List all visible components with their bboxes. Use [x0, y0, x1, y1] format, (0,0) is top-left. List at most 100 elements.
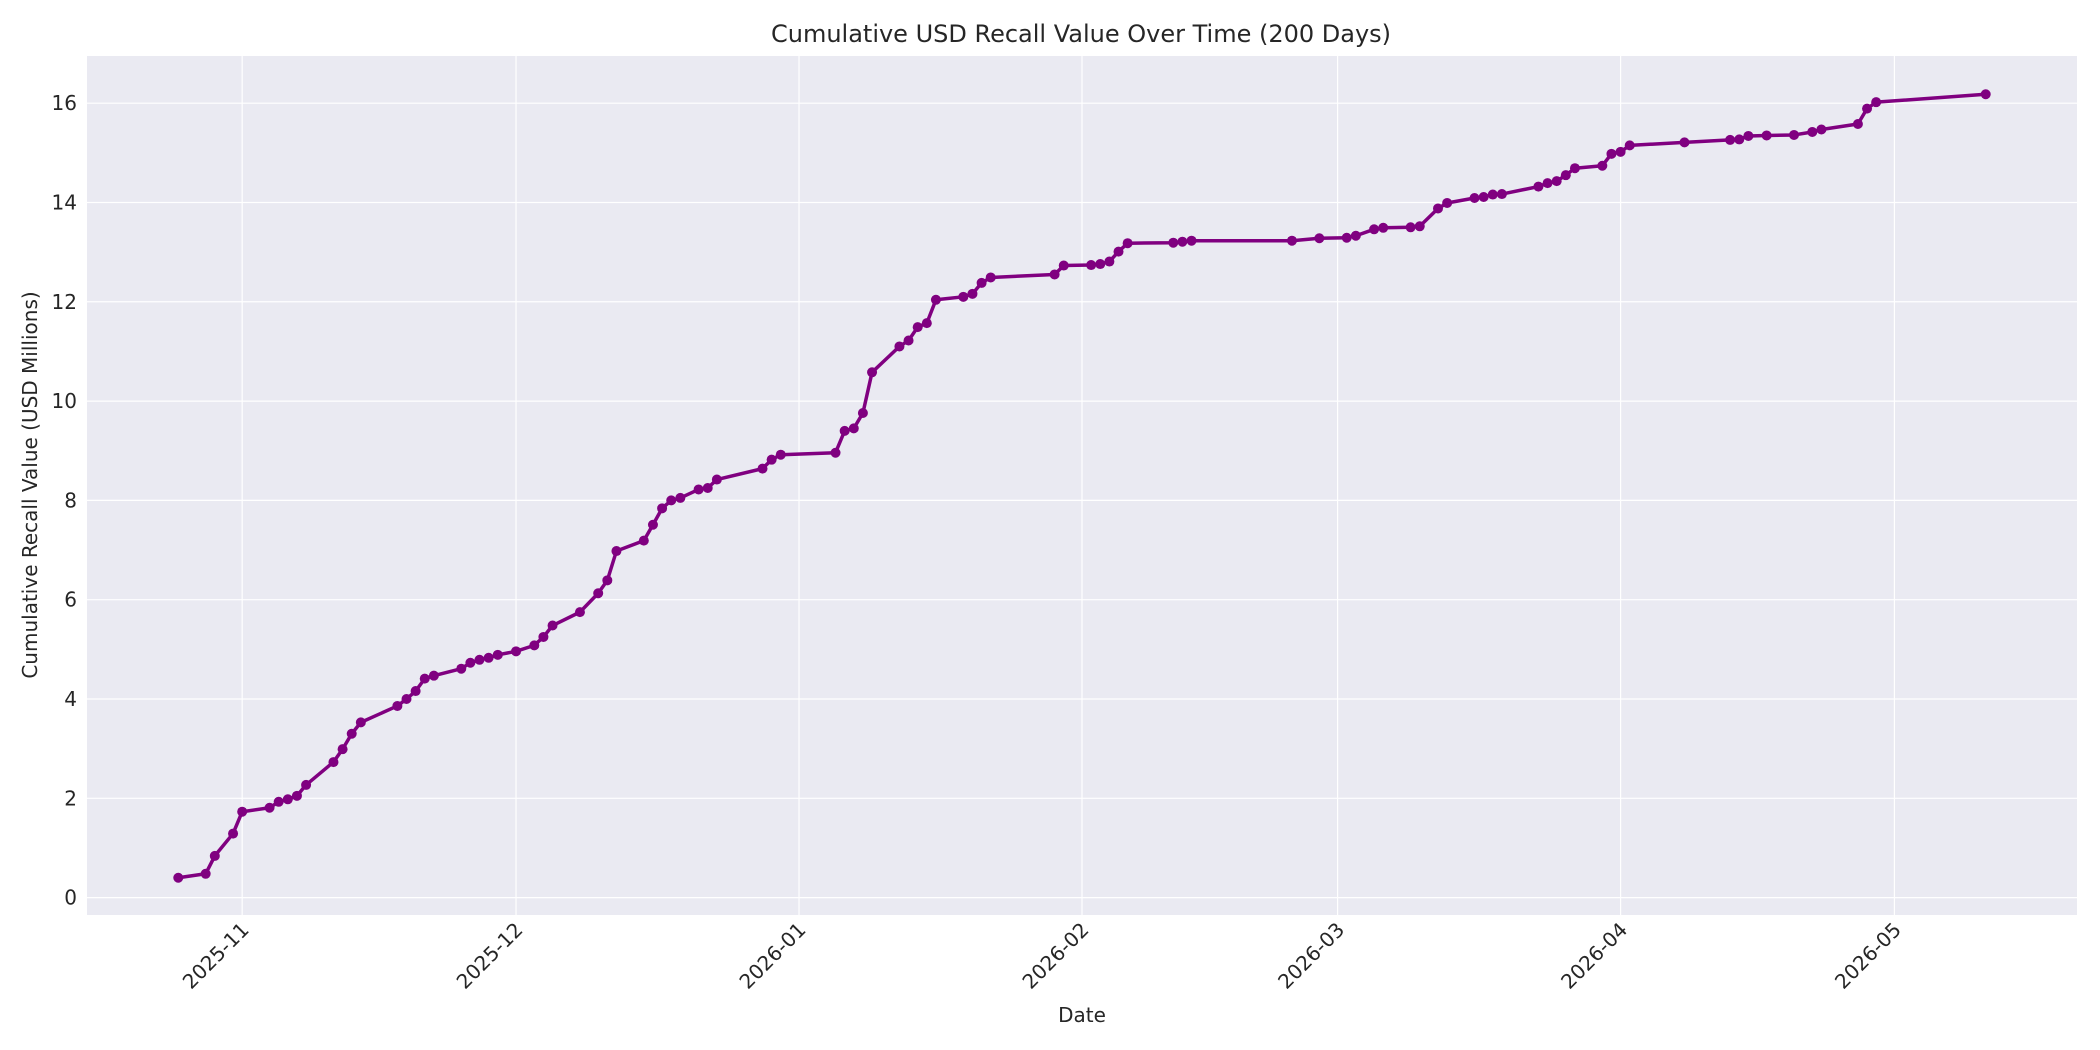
data-point: [1761, 130, 1772, 141]
x-axis-label: Date: [1058, 1003, 1106, 1027]
data-point: [1542, 178, 1553, 189]
y-tick-label: 0: [64, 886, 77, 910]
data-point: [328, 757, 339, 768]
data-point: [209, 850, 220, 861]
data-point: [775, 449, 786, 460]
data-point: [894, 341, 905, 352]
data-point: [173, 872, 184, 883]
data-point: [1852, 119, 1863, 130]
data-point: [1095, 259, 1106, 270]
data-point: [301, 779, 312, 790]
data-point: [1442, 197, 1453, 208]
y-tick-label: 14: [52, 190, 77, 214]
data-point: [839, 425, 850, 436]
data-point: [593, 588, 604, 599]
y-tick-label: 10: [52, 389, 77, 413]
y-tick-label: 2: [64, 786, 77, 810]
data-point: [529, 640, 540, 651]
data-point: [1734, 134, 1745, 145]
data-point: [1487, 189, 1498, 200]
data-point: [1433, 203, 1444, 214]
data-point: [1606, 148, 1617, 159]
data-point: [547, 620, 558, 631]
data-point: [1341, 232, 1352, 243]
data-point: [757, 463, 768, 474]
data-point: [1350, 230, 1361, 241]
data-point: [1816, 124, 1827, 135]
data-point: [1496, 189, 1507, 200]
data-point: [1743, 130, 1754, 141]
data-point: [1113, 246, 1124, 257]
y-axis-ticks: 0 2 4 6 8 10 12 14 16: [52, 91, 77, 909]
data-point: [638, 535, 649, 546]
data-point: [1980, 89, 1991, 100]
data-point: [538, 631, 549, 642]
data-point: [766, 454, 777, 465]
data-point: [1058, 260, 1069, 271]
data-point: [456, 663, 467, 674]
data-point: [976, 277, 987, 288]
data-point: [666, 495, 677, 506]
data-point: [1789, 129, 1800, 140]
data-point: [401, 694, 412, 705]
data-point: [200, 868, 211, 879]
data-point: [474, 654, 485, 665]
data-point: [1615, 146, 1626, 157]
data-point: [1177, 236, 1188, 247]
data-point: [1807, 126, 1818, 137]
y-tick-label: 4: [64, 687, 77, 711]
data-point: [1862, 103, 1873, 114]
data-point: [492, 649, 503, 660]
data-point: [1168, 237, 1179, 248]
data-point: [1122, 238, 1133, 249]
y-tick-label: 6: [64, 588, 77, 612]
data-point: [657, 503, 668, 514]
data-point: [1597, 160, 1608, 171]
data-point: [675, 492, 686, 503]
data-point: [355, 717, 366, 728]
data-point: [1725, 134, 1736, 145]
data-point: [228, 828, 239, 839]
data-point: [848, 423, 859, 434]
data-point: [483, 652, 494, 663]
data-point: [1086, 260, 1097, 271]
data-point: [958, 291, 969, 302]
data-point: [867, 367, 878, 378]
data-point: [1533, 181, 1544, 192]
data-point: [346, 728, 357, 739]
data-point: [337, 744, 348, 755]
chart-title: Cumulative USD Recall Value Over Time (2…: [771, 20, 1391, 48]
data-point: [282, 794, 293, 805]
y-tick-label: 12: [52, 290, 77, 314]
data-point: [1871, 97, 1882, 108]
data-point: [264, 802, 275, 813]
y-tick-label: 8: [64, 488, 77, 512]
data-point: [1314, 233, 1325, 244]
data-point: [1551, 176, 1562, 187]
data-point: [1049, 269, 1060, 280]
data-point: [711, 474, 722, 485]
data-point: [921, 318, 932, 329]
data-point: [1679, 137, 1690, 148]
data-point: [967, 288, 978, 299]
data-point: [693, 484, 704, 495]
data-point: [1405, 222, 1416, 233]
data-point: [702, 482, 713, 493]
data-point: [1414, 221, 1425, 232]
data-point: [410, 686, 421, 697]
data-point: [1560, 170, 1571, 181]
data-point: [574, 607, 585, 618]
data-point: [912, 322, 923, 333]
data-point: [903, 335, 914, 346]
y-axis-label: Cumulative Recall Value (USD Millions): [18, 291, 42, 678]
data-point: [273, 796, 284, 807]
data-point: [1569, 163, 1580, 174]
data-point: [857, 408, 868, 419]
data-point: [511, 646, 522, 657]
data-point: [611, 546, 622, 557]
data-point: [1369, 224, 1380, 235]
data-point: [428, 670, 439, 681]
data-point: [1104, 256, 1115, 267]
data-point: [1186, 235, 1197, 246]
